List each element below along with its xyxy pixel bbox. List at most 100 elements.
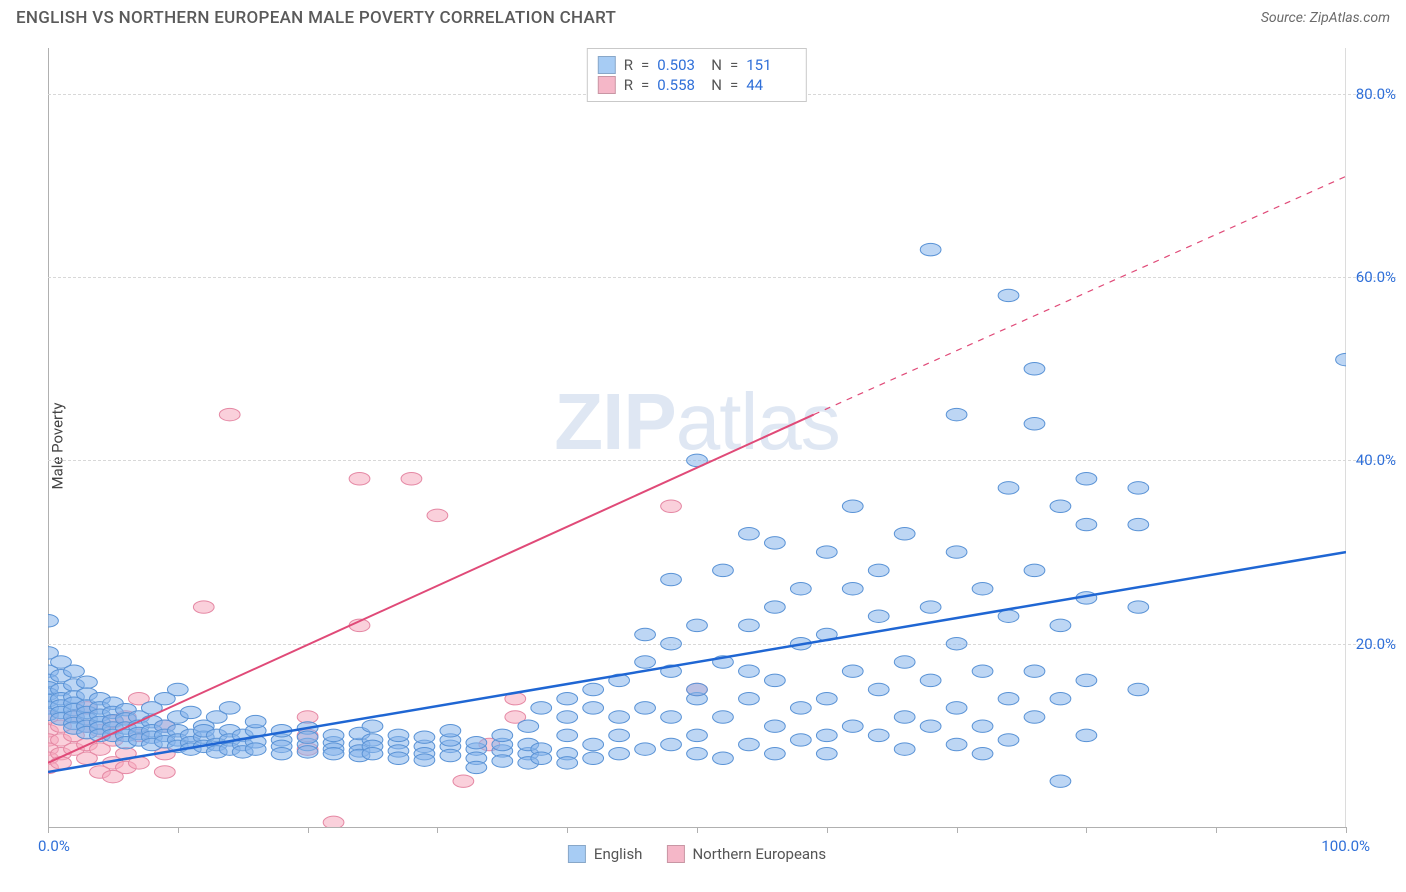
chart-plot-area: ZIPatlas R = 0.503 N = 151 R = 0.558 N =… <box>48 48 1346 828</box>
x-min-label: 0.0% <box>38 837 70 855</box>
data-point <box>946 637 967 649</box>
data-point <box>920 601 941 613</box>
x-tick-mark <box>957 827 958 833</box>
data-point <box>687 729 708 741</box>
data-point <box>492 729 513 741</box>
data-point <box>790 582 811 594</box>
y-tick-label: 60.0% <box>1350 268 1396 286</box>
data-point <box>739 619 760 631</box>
data-point <box>77 676 98 688</box>
data-point <box>687 747 708 759</box>
legend-swatch-icon <box>598 56 616 74</box>
data-point <box>946 408 967 420</box>
chart-title: ENGLISH VS NORTHERN EUROPEAN MALE POVERT… <box>16 8 616 28</box>
data-point <box>764 674 785 686</box>
data-point <box>414 731 435 743</box>
data-point <box>816 729 837 741</box>
data-point <box>453 775 474 787</box>
data-point <box>868 683 889 695</box>
data-point <box>167 683 188 695</box>
northern-trend-line-solid <box>48 415 814 763</box>
data-point <box>466 761 487 773</box>
x-tick-mark <box>48 827 49 833</box>
data-point <box>739 527 760 539</box>
y-tick-label: 20.0% <box>1350 635 1396 653</box>
data-point <box>1076 518 1097 530</box>
data-point <box>816 747 837 759</box>
data-point <box>557 692 578 704</box>
x-tick-mark <box>827 827 828 833</box>
x-tick-mark <box>567 827 568 833</box>
data-point <box>609 747 630 759</box>
data-point <box>219 408 240 420</box>
data-point <box>180 706 201 718</box>
data-point <box>557 711 578 723</box>
data-point <box>401 473 422 485</box>
data-point <box>764 601 785 613</box>
legend-label: English <box>594 845 643 863</box>
x-tick-mark <box>1216 827 1217 833</box>
data-point <box>362 747 383 759</box>
data-point <box>816 692 837 704</box>
data-point <box>661 637 682 649</box>
legend-swatch-icon <box>598 76 616 94</box>
data-point <box>894 527 915 539</box>
data-point <box>764 720 785 732</box>
data-point <box>583 702 604 714</box>
data-point <box>1128 601 1149 613</box>
data-point <box>920 243 941 255</box>
x-max-label: 100.0% <box>1321 837 1370 855</box>
data-point <box>362 720 383 732</box>
data-point <box>972 582 993 594</box>
data-point <box>661 500 682 512</box>
r-value: 0.558 <box>657 76 703 94</box>
data-point <box>998 734 1019 746</box>
legend-item: Northern Europeans <box>666 845 826 863</box>
northern-trend-line-dashed <box>814 176 1346 414</box>
data-point <box>790 702 811 714</box>
legend-item: English <box>568 845 643 863</box>
data-point <box>661 711 682 723</box>
data-point <box>1050 619 1071 631</box>
data-point <box>609 729 630 741</box>
data-point <box>635 656 656 668</box>
data-point <box>51 757 72 769</box>
data-point <box>920 720 941 732</box>
data-point <box>557 729 578 741</box>
data-point <box>868 610 889 622</box>
data-point <box>739 738 760 750</box>
correlation-legend: R = 0.503 N = 151 R = 0.558 N = 44 <box>587 48 807 102</box>
data-point <box>323 729 344 741</box>
n-label: N <box>711 76 722 94</box>
data-point <box>518 720 539 732</box>
data-point <box>946 546 967 558</box>
data-point <box>842 665 863 677</box>
y-tick-label: 80.0% <box>1350 85 1396 103</box>
x-tick-mark <box>1086 827 1087 833</box>
data-point <box>842 582 863 594</box>
data-point <box>609 711 630 723</box>
data-point <box>1128 683 1149 695</box>
data-point <box>713 752 734 764</box>
data-point <box>635 743 656 755</box>
data-point <box>635 702 656 714</box>
data-point <box>388 752 409 764</box>
data-point <box>739 665 760 677</box>
correlation-row: R = 0.558 N = 44 <box>598 75 792 95</box>
r-label: R <box>624 76 633 94</box>
data-point <box>583 738 604 750</box>
r-value: 0.503 <box>657 56 703 74</box>
x-tick-mark <box>1346 827 1347 833</box>
data-point <box>349 473 370 485</box>
data-point <box>661 573 682 585</box>
data-point <box>713 711 734 723</box>
data-point <box>1050 500 1071 512</box>
data-point <box>1024 711 1045 723</box>
data-point <box>920 674 941 686</box>
chart-header: ENGLISH VS NORTHERN EUROPEAN MALE POVERT… <box>0 0 1406 32</box>
eq-label: = <box>730 56 738 74</box>
data-point <box>972 665 993 677</box>
data-point <box>1024 363 1045 375</box>
data-point <box>972 747 993 759</box>
data-point <box>1024 418 1045 430</box>
